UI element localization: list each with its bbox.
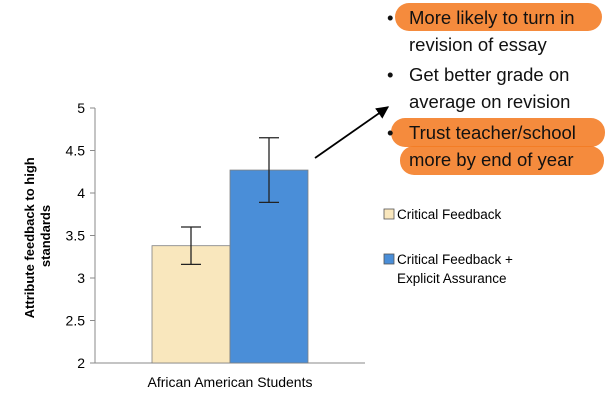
legend-label-critical-feedback: Critical Feedback [397,207,502,222]
bullet-marker-1: • [387,7,393,28]
bullet-3-line-2: more by end of year [409,149,574,170]
bullet-3: Trust teacher/school more by end of year [409,122,581,170]
y-tick-label: 2 [77,355,85,371]
bullet-marker-3: • [387,122,393,143]
bullet-list: • More likely to turn in revision of ess… [387,7,581,170]
y-tick-label: 3.5 [66,228,86,244]
y-tick-label: 2.5 [66,313,86,329]
y-axis-title-line-1: Attribute feedback to high [22,157,37,318]
legend-label-explicit-assurance-line-1: Critical Feedback + [397,252,513,267]
legend-label-explicit-assurance: Critical Feedback + Explicit Assurance [397,252,517,286]
y-tick-label: 3 [77,270,85,286]
x-category-label: African American Students [148,374,313,390]
highlight-bullet-3-line-2 [400,146,604,175]
error-bar-critical-feedback [181,226,201,266]
y-tick-label: 5 [77,100,85,116]
highlights [391,3,605,175]
y-tick-label: 4 [77,185,85,201]
highlight-bullet-1-line-1 [395,3,602,31]
y-axis-title-line-2: standards [38,205,53,267]
y-ticks: 2 2.5 3 3.5 4 4.5 5 [66,100,95,371]
bullet-marker-2: • [387,64,393,85]
legend-label-explicit-assurance-line-2: Explicit Assurance [397,271,507,286]
bullet-2-line-1: Get better grade on [409,64,569,85]
legend-label-critical-feedback-line-1: Critical Feedback [397,207,502,222]
error-bar-critical-feedback-explicit-assurance [259,137,279,204]
legend-swatch-critical-feedback [383,208,395,220]
bars [151,169,309,364]
bullet-2-line-2: average on revision [409,91,570,112]
legend: Critical Feedback Critical Feedback + Ex… [383,207,517,286]
y-tick-label: 4.5 [66,143,86,159]
bullet-3-line-1: Trust teacher/school [409,122,576,143]
bullet-1-line-2: revision of essay [409,34,548,55]
error-bars [181,137,279,266]
bullet-1: More likely to turn in revision of essay [409,7,580,55]
annotation-arrow [314,106,390,159]
bullet-1-line-1: More likely to turn in [409,7,575,28]
bullet-2: Get better grade on average on revision [409,64,575,112]
legend-swatch-explicit-assurance [383,253,395,265]
y-axis-title: Attribute feedback to high standards [22,154,53,319]
highlight-bullet-3-line-1 [391,118,605,147]
